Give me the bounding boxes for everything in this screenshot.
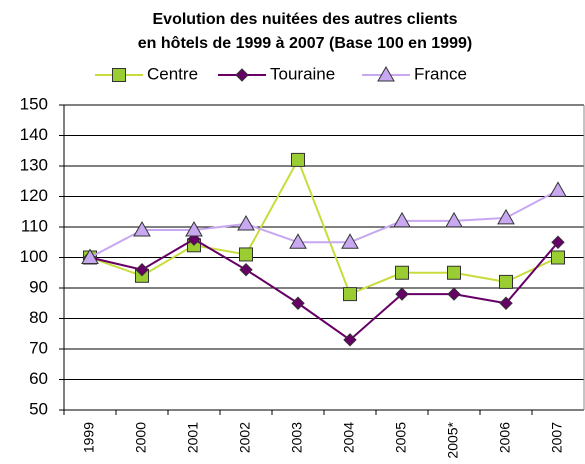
y-tick-label: 60: [29, 369, 48, 388]
marker: [239, 247, 253, 262]
marker: [112, 68, 126, 82]
y-tick-label: 140: [20, 125, 48, 144]
y-tick-label: 90: [29, 277, 48, 296]
x-tick-label: 2005*: [445, 421, 461, 458]
marker: [235, 68, 249, 82]
marker: [549, 181, 567, 197]
marker: [185, 221, 203, 237]
marker: [291, 296, 305, 310]
legend-label: Touraine: [270, 64, 335, 83]
x-tick-label: 2002: [237, 422, 253, 453]
series-line: [89, 189, 559, 259]
x-tick-label: 2003: [289, 422, 305, 453]
marker: [499, 274, 513, 289]
legend-label: France: [414, 64, 467, 83]
marker: [447, 287, 461, 301]
y-tick-label: 130: [20, 155, 48, 174]
x-tick-label: 2007: [549, 422, 565, 453]
y-tick-label: 50: [29, 399, 48, 418]
marker: [551, 250, 565, 265]
x-tick-label: 2006: [497, 422, 513, 453]
y-tick-label: 120: [20, 186, 48, 205]
marker: [551, 235, 565, 249]
marker: [135, 262, 149, 277]
marker: [445, 211, 463, 228]
marker: [377, 65, 395, 82]
marker: [341, 233, 359, 249]
y-tick-label: 100: [20, 247, 48, 266]
x-tick-label: 2000: [133, 422, 149, 453]
marker: [81, 248, 99, 264]
chart-title: en hôtels de 1999 à 2007 (Base 100 en 19…: [138, 35, 472, 52]
y-tick-label: 110: [21, 216, 48, 235]
x-tick-label: 2001: [185, 422, 201, 453]
marker: [393, 211, 411, 228]
y-tick-label: 150: [20, 94, 48, 113]
marker: [343, 333, 357, 347]
marker: [499, 296, 513, 310]
marker: [497, 208, 515, 225]
series-line: [89, 238, 559, 342]
marker: [343, 287, 357, 302]
legend-label: Centre: [147, 64, 198, 83]
marker: [291, 152, 305, 167]
marker: [447, 265, 461, 280]
marker: [237, 214, 255, 231]
marker: [395, 287, 409, 301]
x-tick-label: 1999: [81, 422, 97, 453]
marker: [289, 233, 307, 249]
marker: [239, 262, 253, 277]
y-tick-label: 70: [29, 338, 48, 357]
chart-title: Evolution des nuitées des autres clients: [153, 11, 458, 28]
y-tick-label: 80: [29, 308, 48, 327]
marker: [395, 265, 409, 280]
series-line: [89, 157, 559, 296]
x-tick-label: 2005: [393, 422, 409, 453]
x-tick-label: 2004: [341, 422, 357, 453]
marker: [133, 221, 151, 237]
